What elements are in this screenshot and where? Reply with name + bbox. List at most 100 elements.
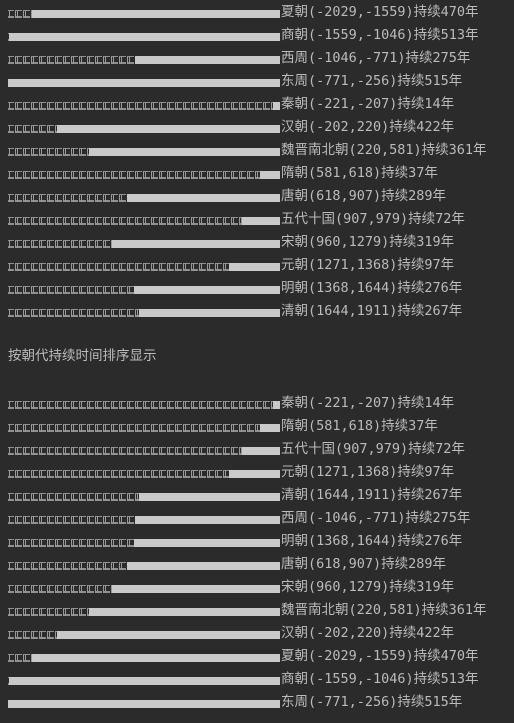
dynasty-label: 清朝(1644,1911)持续267年 <box>281 303 463 319</box>
dynasty-label: 魏晋南北朝(220,581)持续361年 <box>281 602 487 618</box>
bar-track <box>8 124 280 133</box>
bar-track <box>8 9 280 18</box>
dynasty-label: 唐朝(618,907)持续289年 <box>281 556 447 572</box>
dynasty-label: 西周(-1046,-771)持续275年 <box>281 510 471 526</box>
original-row: 清朝(1644,1911)持续267年 <box>8 300 514 323</box>
duration-bar <box>135 516 280 524</box>
sorted-row: 明朝(1368,1644)持续276年 <box>8 530 514 553</box>
sorted-row: 隋朝(581,618)持续37年 <box>8 415 514 438</box>
sort-heading: 按朝代持续时间排序显示 <box>8 348 157 364</box>
sorted-row: 元朝(1271,1368)持续97年 <box>8 461 514 484</box>
dynasty-label: 汉朝(-202,220)持续422年 <box>281 625 455 641</box>
bar-track <box>8 469 280 478</box>
duration-bar <box>139 309 280 317</box>
sorted-row: 夏朝(-2029,-1559)持续470年 <box>8 645 514 668</box>
original-row: 隋朝(581,618)持续37年 <box>8 162 514 185</box>
bar-track <box>8 699 280 708</box>
bar-track <box>8 55 280 64</box>
dynasty-label: 明朝(1368,1644)持续276年 <box>281 280 463 296</box>
dynasty-label: 东周(-771,-256)持续515年 <box>281 694 463 710</box>
duration-bar <box>134 539 280 547</box>
duration-bar <box>273 401 280 409</box>
duration-bar <box>89 608 280 616</box>
bar-track <box>8 216 280 225</box>
dynasty-label: 商朝(-1559,-1046)持续513年 <box>281 671 479 687</box>
bar-track <box>8 676 280 685</box>
bar-track <box>8 239 280 248</box>
dynasty-label: 夏朝(-2029,-1559)持续470年 <box>281 4 479 20</box>
dynasty-label: 西周(-1046,-771)持续275年 <box>281 50 471 66</box>
bar-track <box>8 147 280 156</box>
sorted-row: 汉朝(-202,220)持续422年 <box>8 622 514 645</box>
bar-track <box>8 630 280 639</box>
bar-track <box>8 262 280 271</box>
bar-track <box>8 607 280 616</box>
duration-bar <box>139 493 280 501</box>
bar-track <box>8 78 280 87</box>
duration-bar <box>8 700 280 708</box>
dynasty-label: 夏朝(-2029,-1559)持续470年 <box>281 648 479 664</box>
duration-bar <box>32 10 280 18</box>
dynasty-label: 隋朝(581,618)持续37年 <box>281 165 438 181</box>
bar-track <box>8 515 280 524</box>
original-row: 商朝(-1559,-1046)持续513年 <box>8 24 514 47</box>
duration-bar <box>32 654 280 662</box>
duration-bar <box>229 263 280 271</box>
bar-track <box>8 193 280 202</box>
dynasty-label: 五代十国(907,979)持续72年 <box>281 441 465 457</box>
sorted-row: 清朝(1644,1911)持续267年 <box>8 484 514 507</box>
dynasty-label: 隋朝(581,618)持续37年 <box>281 418 438 434</box>
bar-track <box>8 653 280 662</box>
dynasty-label: 汉朝(-202,220)持续422年 <box>281 119 455 135</box>
sorted-row: 宋朝(960,1279)持续319年 <box>8 576 514 599</box>
duration-bar <box>260 424 280 432</box>
dynasty-label: 清朝(1644,1911)持续267年 <box>281 487 463 503</box>
original-row: 宋朝(960,1279)持续319年 <box>8 231 514 254</box>
duration-bar <box>89 148 280 156</box>
dynasty-label: 元朝(1271,1368)持续97年 <box>281 464 455 480</box>
original-row: 元朝(1271,1368)持续97年 <box>8 254 514 277</box>
duration-bar <box>273 102 280 110</box>
sorted-row: 唐朝(618,907)持续289年 <box>8 553 514 576</box>
original-row: 明朝(1368,1644)持续276年 <box>8 277 514 300</box>
original-row: 唐朝(618,907)持续289年 <box>8 185 514 208</box>
duration-bar <box>8 79 280 87</box>
dynasty-label: 明朝(1368,1644)持续276年 <box>281 533 463 549</box>
duration-bar <box>135 56 280 64</box>
original-row: 五代十国(907,979)持续72年 <box>8 208 514 231</box>
sorted-row: 秦朝(-221,-207)持续14年 <box>8 392 514 415</box>
dynasty-label: 东周(-771,-256)持续515年 <box>281 73 463 89</box>
duration-bar <box>9 677 280 685</box>
bar-track <box>8 584 280 593</box>
dynasty-label: 宋朝(960,1279)持续319年 <box>281 579 455 595</box>
bar-track <box>8 285 280 294</box>
original-row: 魏晋南北朝(220,581)持续361年 <box>8 139 514 162</box>
bar-track <box>8 423 280 432</box>
duration-bar <box>112 585 280 593</box>
dynasty-label: 元朝(1271,1368)持续97年 <box>281 257 455 273</box>
dynasty-label: 唐朝(618,907)持续289年 <box>281 188 447 204</box>
bar-track <box>8 446 280 455</box>
bar-track <box>8 561 280 570</box>
bar-track <box>8 492 280 501</box>
dynasty-label: 秦朝(-221,-207)持续14年 <box>281 96 455 112</box>
dynasty-label: 魏晋南北朝(220,581)持续361年 <box>281 142 487 158</box>
dynasty-label: 五代十国(907,979)持续72年 <box>281 211 465 227</box>
duration-bar <box>260 171 280 179</box>
dynasty-label: 秦朝(-221,-207)持续14年 <box>281 395 455 411</box>
duration-bar <box>229 470 280 478</box>
bar-track <box>8 538 280 547</box>
duration-bar <box>9 33 280 41</box>
duration-bar <box>127 194 280 202</box>
duration-bar <box>127 562 280 570</box>
sorted-row: 西周(-1046,-771)持续275年 <box>8 507 514 530</box>
duration-bar <box>242 447 280 455</box>
dynasty-label: 宋朝(960,1279)持续319年 <box>281 234 455 250</box>
original-row: 汉朝(-202,220)持续422年 <box>8 116 514 139</box>
dynasty-label: 商朝(-1559,-1046)持续513年 <box>281 27 479 43</box>
bar-track <box>8 101 280 110</box>
original-row: 夏朝(-2029,-1559)持续470年 <box>8 1 514 24</box>
original-row: 东周(-771,-256)持续515年 <box>8 70 514 93</box>
duration-bar <box>57 631 280 639</box>
